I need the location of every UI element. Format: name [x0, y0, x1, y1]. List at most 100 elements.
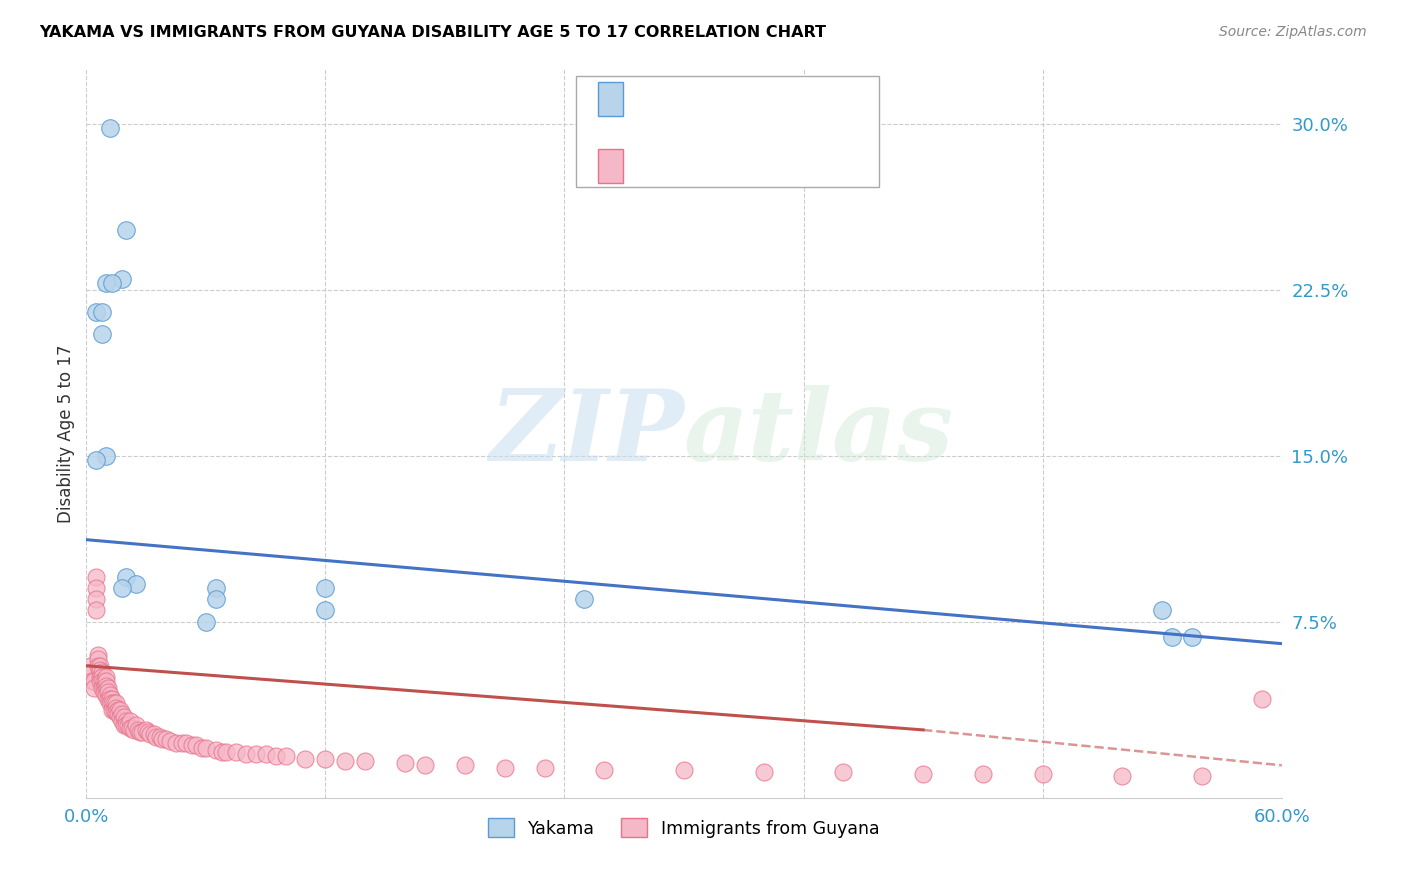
Point: [115, 570, 138, 584]
Point: [127, 723, 149, 737]
Point: [165, 736, 187, 750]
Text: R =: R =: [631, 158, 669, 176]
Point: [115, 223, 138, 237]
Point: [1191, 769, 1213, 783]
Point: [93, 674, 115, 689]
Point: [82, 665, 104, 680]
Point: [129, 725, 152, 739]
Point: [494, 760, 516, 774]
Text: N =: N =: [751, 91, 790, 109]
Point: [235, 747, 257, 762]
Point: [1152, 603, 1174, 617]
Point: [394, 756, 416, 770]
Point: [98, 688, 121, 702]
Point: [84, 592, 107, 607]
Point: [215, 745, 238, 759]
Point: [93, 681, 115, 695]
Point: [143, 727, 166, 741]
Point: [103, 697, 125, 711]
Point: [84, 603, 107, 617]
Point: [101, 692, 124, 706]
Point: [136, 725, 159, 739]
Point: [96, 276, 118, 290]
Point: [204, 743, 226, 757]
Point: [101, 703, 124, 717]
Point: [533, 760, 555, 774]
Point: [832, 764, 855, 779]
Point: [1111, 769, 1133, 783]
Point: [84, 305, 107, 319]
Point: [101, 276, 124, 290]
Point: [120, 714, 142, 728]
Point: [264, 749, 287, 764]
Point: [145, 730, 167, 744]
Point: [149, 730, 172, 744]
Point: [191, 740, 214, 755]
Point: [1032, 767, 1054, 781]
Point: [101, 697, 124, 711]
Point: [96, 688, 118, 702]
Point: [170, 736, 193, 750]
Point: [97, 681, 120, 695]
Point: [112, 718, 135, 732]
Point: [245, 747, 267, 762]
Point: [98, 121, 121, 136]
Point: [454, 758, 477, 772]
Point: [225, 745, 247, 759]
Point: [108, 709, 131, 723]
Point: [96, 679, 118, 693]
Point: [117, 718, 139, 732]
Point: [314, 752, 336, 766]
Point: [125, 577, 148, 591]
Point: [84, 453, 107, 467]
Text: atlas: atlas: [683, 385, 955, 482]
Text: 22: 22: [786, 91, 817, 109]
Point: [87, 648, 110, 662]
Point: [672, 763, 695, 777]
Text: Source: ZipAtlas.com: Source: ZipAtlas.com: [1219, 25, 1367, 39]
Point: [89, 663, 111, 677]
Point: [121, 721, 143, 735]
Point: [912, 767, 935, 781]
Point: [211, 745, 233, 759]
Point: [354, 754, 377, 768]
Point: [87, 658, 110, 673]
Point: [135, 723, 157, 737]
Point: [108, 703, 131, 717]
Point: [111, 714, 134, 728]
Point: [314, 603, 336, 617]
Point: [103, 703, 125, 717]
Point: [593, 763, 616, 777]
Point: [93, 685, 115, 699]
Point: [125, 718, 148, 732]
Point: [115, 714, 138, 728]
Point: [91, 681, 114, 695]
Point: [139, 727, 162, 741]
Point: [1161, 630, 1184, 644]
Point: [98, 692, 121, 706]
Point: [413, 758, 436, 772]
Point: [97, 685, 120, 699]
Point: [194, 615, 217, 629]
Point: [122, 723, 145, 737]
Point: [96, 670, 118, 684]
Point: [120, 721, 142, 735]
Text: -0.175: -0.175: [676, 91, 738, 109]
Point: [752, 764, 775, 779]
Point: [155, 731, 177, 746]
Point: [96, 683, 118, 698]
Point: [97, 692, 120, 706]
Point: [83, 681, 105, 695]
Point: [83, 674, 105, 689]
Text: -0.227: -0.227: [676, 158, 738, 176]
Point: [84, 570, 107, 584]
Y-axis label: Disability Age 5 to 17: Disability Age 5 to 17: [58, 344, 75, 523]
Point: [107, 707, 129, 722]
Point: [184, 739, 207, 753]
Point: [274, 749, 297, 764]
Point: [131, 725, 153, 739]
Point: [96, 674, 118, 689]
Point: [107, 703, 129, 717]
Point: [1250, 692, 1272, 706]
Text: 105: 105: [786, 158, 823, 176]
